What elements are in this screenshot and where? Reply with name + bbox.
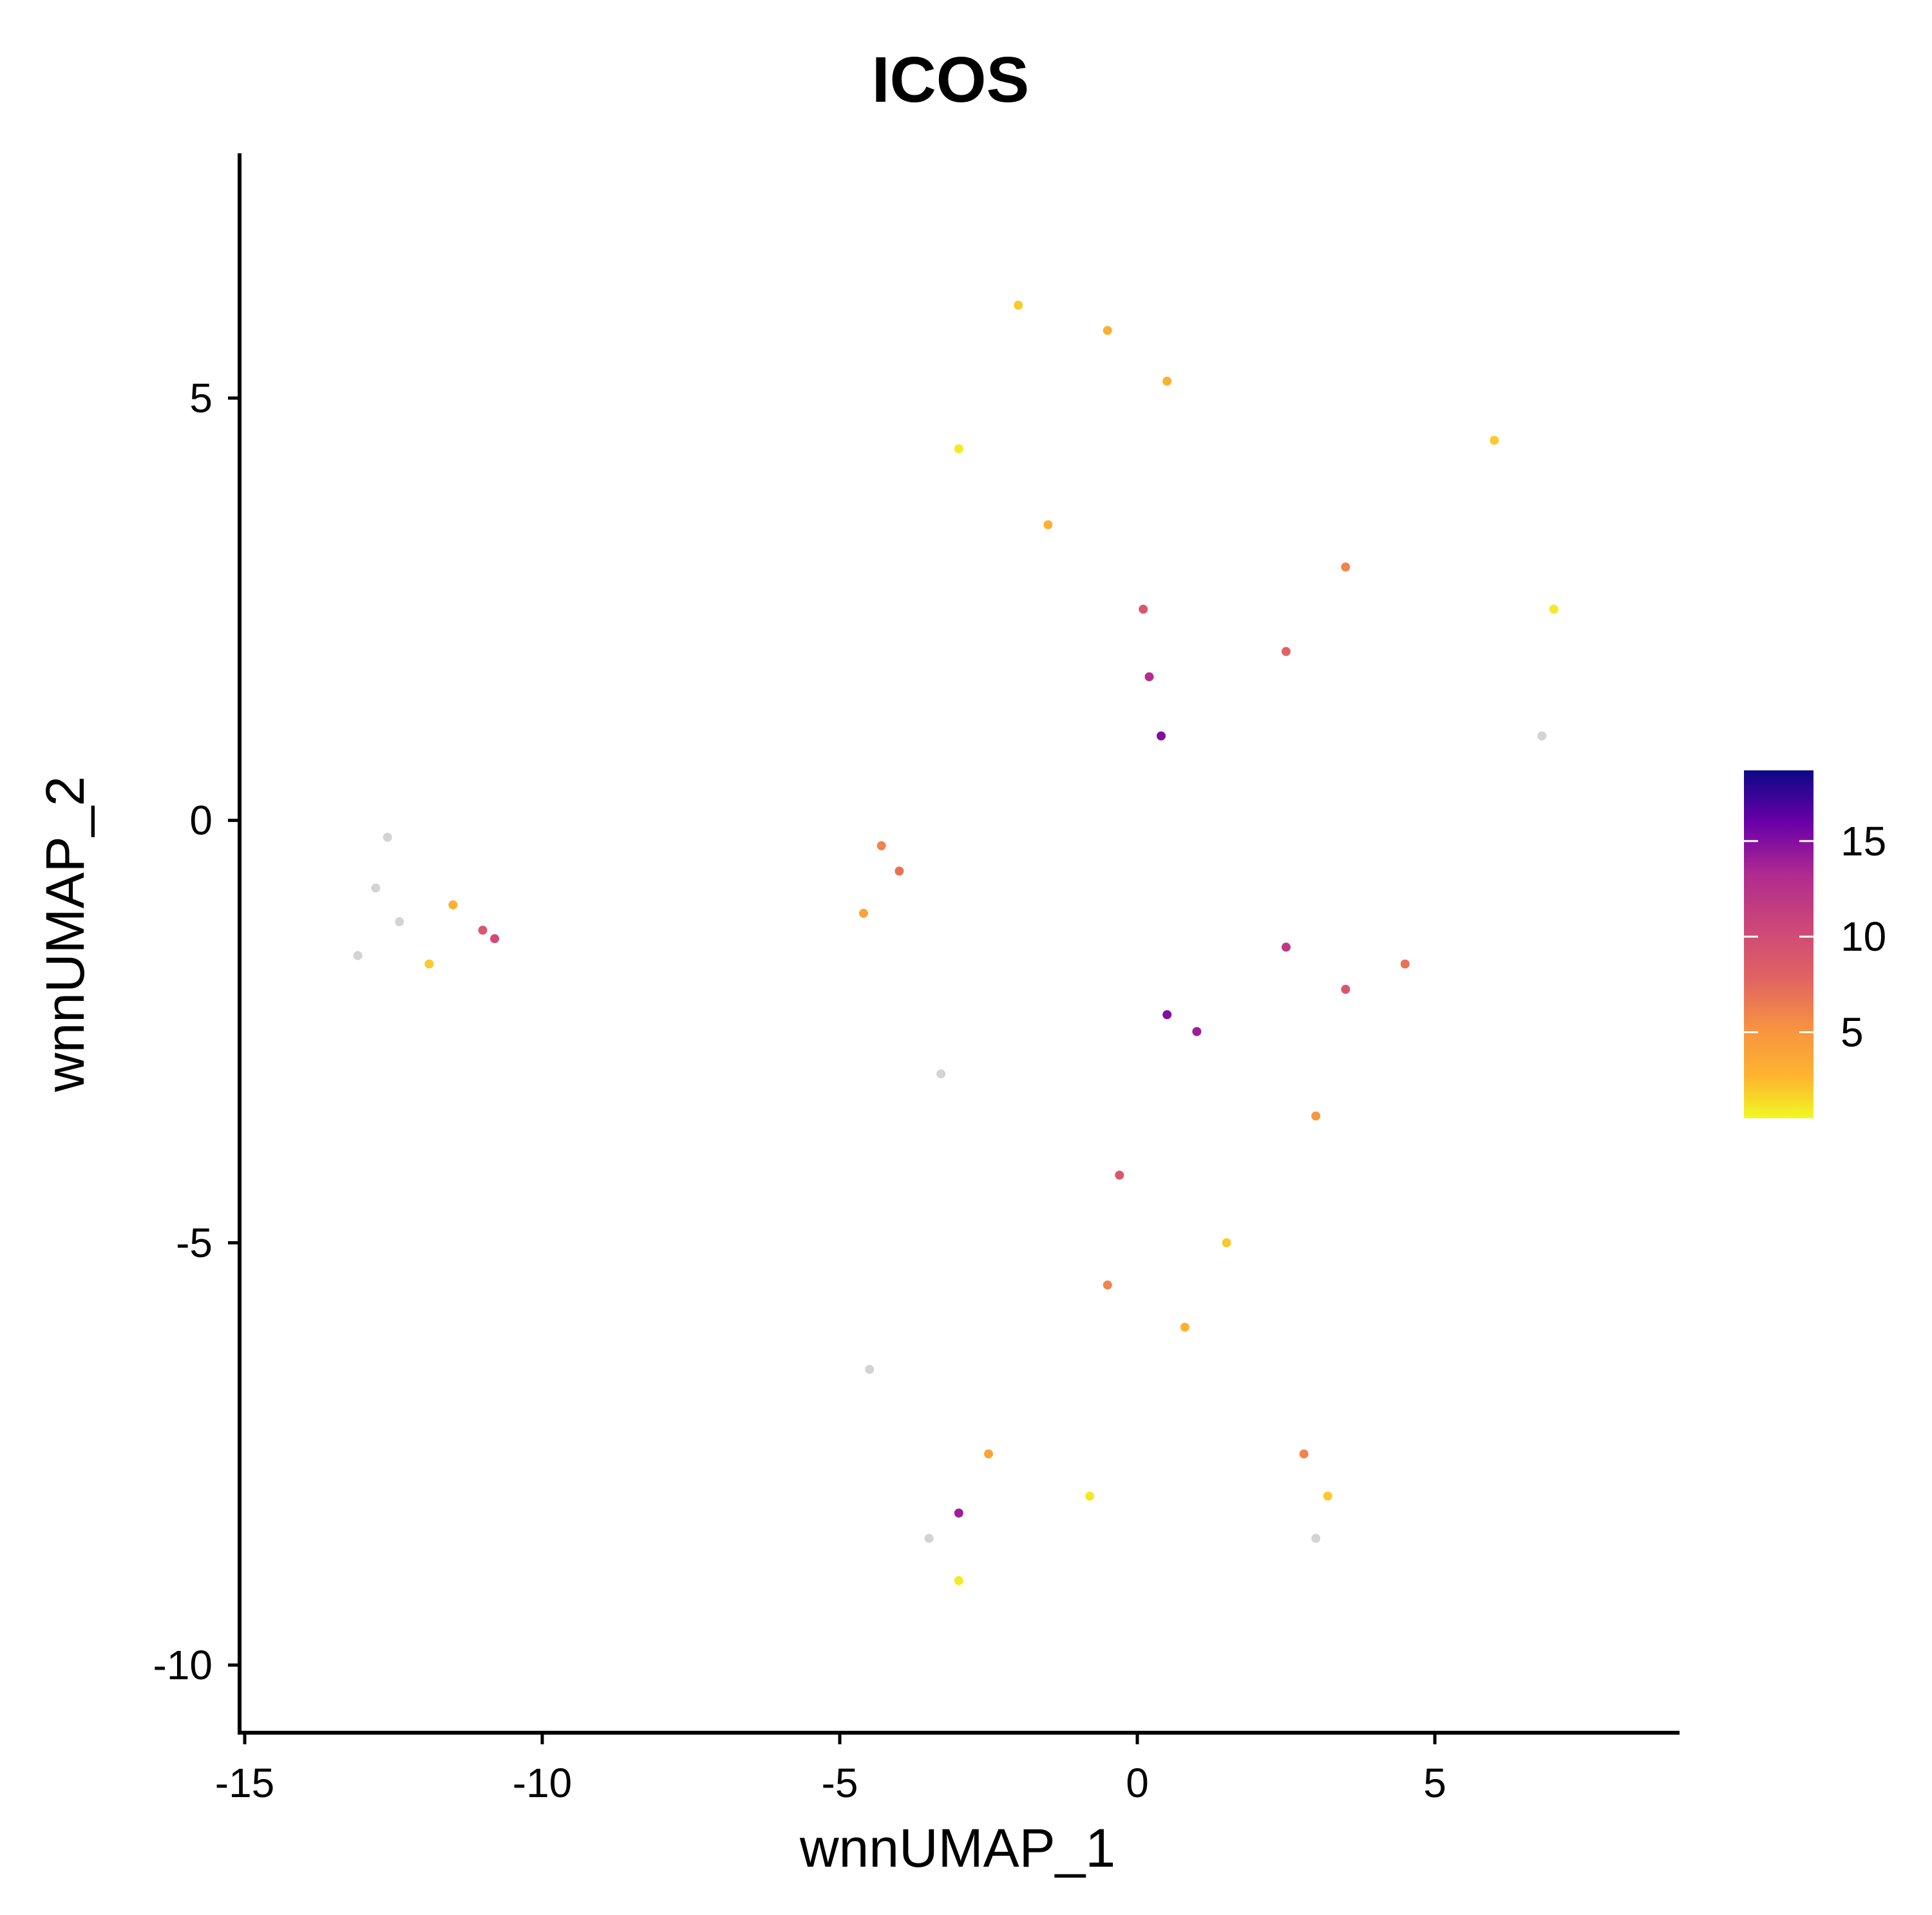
data-point xyxy=(1085,1491,1095,1501)
data-point xyxy=(448,900,458,910)
data-point xyxy=(1144,672,1154,681)
data-point xyxy=(1139,604,1148,614)
data-point xyxy=(895,866,904,876)
data-point xyxy=(924,1534,934,1543)
data-point xyxy=(371,883,381,893)
data-point xyxy=(1311,1534,1321,1543)
chart-title: ICOS xyxy=(872,44,1029,116)
data-point xyxy=(478,926,488,935)
colorbar-tick-label: 5 xyxy=(1841,1009,1864,1055)
x-ticks: -15 -10 -5 0 5 xyxy=(215,1733,1446,1806)
data-point xyxy=(353,951,363,960)
x-axis-label: wnnUMAP_1 xyxy=(799,1818,1115,1878)
data-point xyxy=(1282,942,1291,952)
x-tick-label: -5 xyxy=(822,1760,858,1806)
data-point xyxy=(424,959,434,969)
x-tick-label: -15 xyxy=(215,1760,275,1806)
y-tick-label: -10 xyxy=(153,1642,213,1688)
x-tick-label: 0 xyxy=(1126,1760,1149,1806)
data-point xyxy=(1549,604,1558,614)
data-point xyxy=(1192,1027,1202,1036)
data-point xyxy=(1162,1010,1172,1020)
data-point xyxy=(954,1576,963,1585)
data-point xyxy=(1222,1238,1231,1248)
x-tick-label: -10 xyxy=(513,1760,573,1806)
colorbar-tick-label: 10 xyxy=(1841,913,1886,960)
colorbar-ticks: 5 10 15 xyxy=(1744,818,1886,1055)
data-point xyxy=(1311,1111,1321,1121)
data-point xyxy=(876,841,886,850)
data-point xyxy=(1162,376,1172,386)
data-point xyxy=(1299,1449,1309,1459)
data-point xyxy=(936,1069,946,1079)
colorbar-legend: 5 10 15 xyxy=(1744,770,1886,1118)
data-point xyxy=(1180,1322,1189,1332)
data-point xyxy=(1341,562,1350,572)
points-layer xyxy=(353,300,1558,1585)
data-point xyxy=(1400,959,1410,969)
data-point xyxy=(1537,731,1547,741)
data-point xyxy=(1490,435,1499,445)
data-point xyxy=(954,1509,963,1518)
y-tick-label: 0 xyxy=(189,797,213,844)
data-point xyxy=(1157,731,1166,741)
data-point xyxy=(1282,647,1291,656)
data-point xyxy=(1323,1491,1332,1501)
data-point xyxy=(984,1449,993,1459)
data-point xyxy=(1115,1170,1124,1180)
data-point xyxy=(490,934,500,944)
data-point xyxy=(859,908,868,918)
y-ticks: -10 -5 0 5 xyxy=(153,375,240,1688)
data-point xyxy=(1043,520,1053,529)
y-axis-label: wnnUMAP_2 xyxy=(35,776,95,1092)
data-point xyxy=(1014,300,1023,310)
colorbar-tick-label: 15 xyxy=(1841,818,1886,864)
data-point xyxy=(395,917,404,926)
data-point xyxy=(954,444,963,453)
x-tick-label: 5 xyxy=(1423,1760,1446,1806)
data-point xyxy=(1341,984,1350,994)
data-point xyxy=(383,832,392,842)
data-point xyxy=(865,1365,875,1374)
data-point xyxy=(1103,1280,1112,1290)
colorbar-gradient xyxy=(1744,770,1814,1118)
data-point xyxy=(1103,326,1112,336)
y-tick-label: 5 xyxy=(189,375,213,421)
y-tick-label: -5 xyxy=(176,1219,213,1266)
